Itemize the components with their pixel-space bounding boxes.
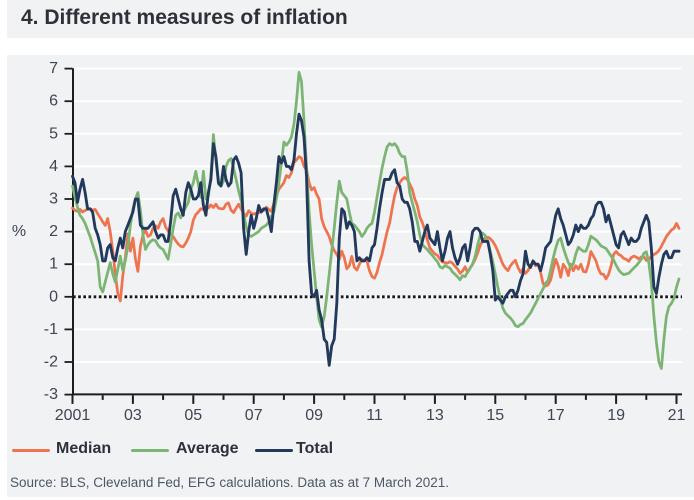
svg-text:5: 5 <box>49 125 58 142</box>
svg-text:03: 03 <box>124 407 142 424</box>
svg-text:13: 13 <box>426 407 444 424</box>
svg-text:4: 4 <box>49 158 58 175</box>
svg-text:-1: -1 <box>44 321 58 338</box>
svg-text:21: 21 <box>668 407 686 424</box>
svg-text:7: 7 <box>49 60 58 77</box>
svg-text:09: 09 <box>305 407 323 424</box>
svg-text:-2: -2 <box>44 354 58 371</box>
svg-text:1: 1 <box>49 256 58 273</box>
svg-text:%: % <box>12 223 26 240</box>
svg-text:2: 2 <box>49 223 58 240</box>
svg-text:17: 17 <box>547 407 565 424</box>
svg-text:2001: 2001 <box>55 407 91 424</box>
svg-text:11: 11 <box>366 407 383 424</box>
svg-text:6: 6 <box>49 93 58 110</box>
svg-text:-3: -3 <box>44 386 58 403</box>
svg-text:05: 05 <box>184 407 202 424</box>
svg-text:3: 3 <box>49 191 58 208</box>
svg-text:07: 07 <box>245 407 263 424</box>
svg-text:15: 15 <box>486 407 504 424</box>
svg-text:0: 0 <box>49 288 58 305</box>
svg-text:19: 19 <box>607 407 625 424</box>
